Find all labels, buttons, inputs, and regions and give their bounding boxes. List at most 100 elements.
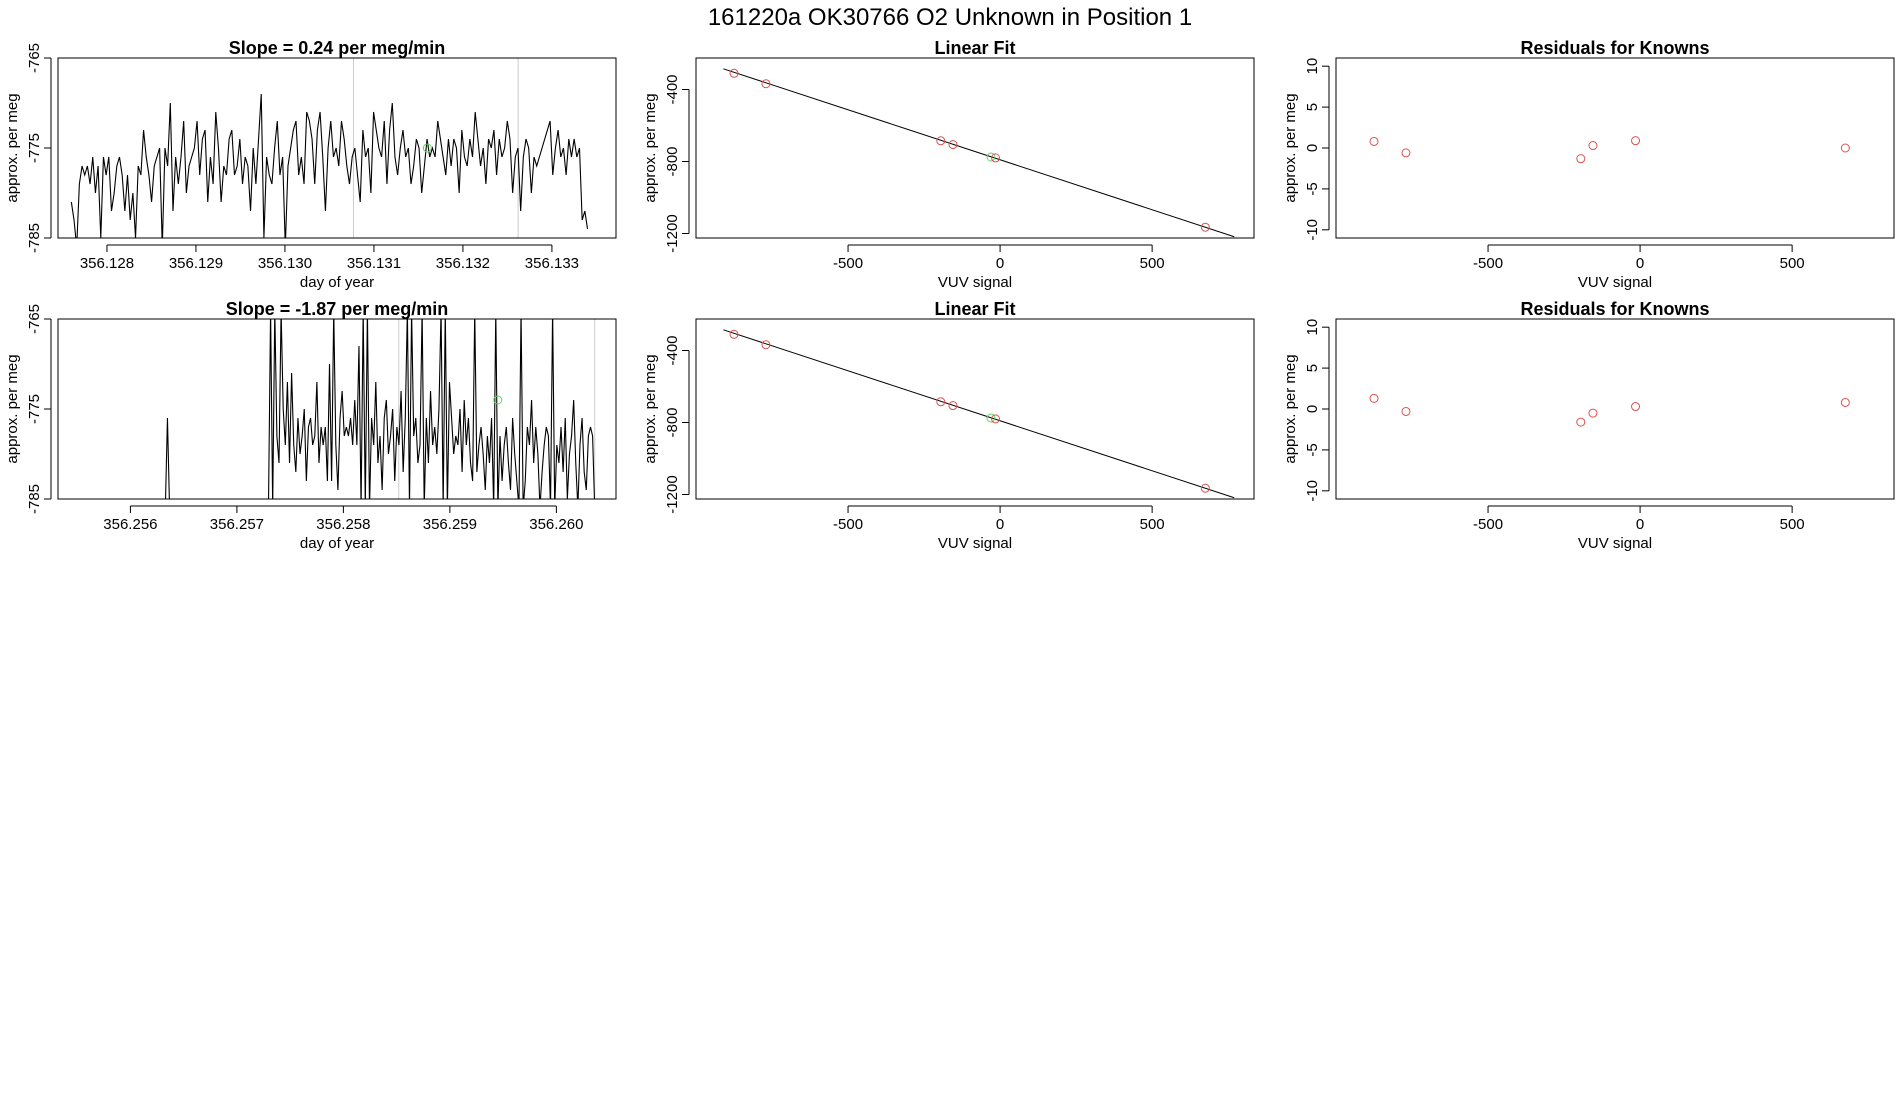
y-tick-label: -800 (664, 146, 681, 176)
known-point (1200, 483, 1210, 493)
plot-title: Residuals for Knowns (1520, 38, 1709, 58)
plot-ts2: Slope = -1.87 per meg/min 356.256 356.257 3… (4, 299, 617, 552)
plot-ts1: Slope = 0.24 per meg/min 356.128 356.129 35… (4, 38, 617, 291)
y-tick-label: 0 (1304, 405, 1321, 413)
unknown-point (986, 152, 996, 162)
x-tick-label: -500 (1473, 255, 1503, 272)
unknown-point (493, 395, 503, 405)
y-axis-label: approx. per meg (642, 93, 659, 202)
x-tick-label: 500 (1140, 516, 1165, 533)
known-point (1401, 406, 1411, 416)
y-tick-label: -800 (664, 407, 681, 437)
x-axis-label: VUV signal (1578, 274, 1652, 291)
plot-frame (1335, 57, 1895, 239)
known-point (1631, 402, 1641, 412)
x-tick-label: 356.129 (169, 255, 223, 272)
series-line (70, 93, 589, 238)
plot-res1: Residuals for Knowns -500 0 500 -10 -5 0 5 10 VUV… (1282, 38, 1895, 291)
plot-frame (695, 318, 1255, 500)
y-tick-label: -785 (26, 223, 43, 253)
series-line (165, 319, 595, 499)
unknown-point (986, 413, 996, 423)
x-tick-label: 356.260 (529, 516, 583, 533)
known-point (761, 340, 771, 350)
x-axis-label: VUV signal (1578, 535, 1652, 552)
x-tick-label: 356.256 (103, 516, 157, 533)
unknown-point (422, 143, 432, 153)
x-tick-label: 356.132 (436, 255, 490, 272)
x-tick-label: -500 (833, 516, 863, 533)
x-axis-label: day of year (300, 535, 374, 552)
page-title: 161220a OK30766 O2 Unknown in Position 1 (708, 4, 1192, 31)
plot-title: Slope = -1.87 per meg/min (226, 299, 449, 319)
y-tick-label: -10 (1304, 480, 1321, 502)
known-point (1588, 408, 1598, 418)
x-tick-label: 0 (1636, 255, 1644, 272)
x-tick-label: 356.258 (316, 516, 370, 533)
y-tick-label: 10 (1304, 319, 1321, 336)
known-point (1631, 136, 1641, 146)
y-tick-label: -775 (26, 394, 43, 424)
known-point (1840, 397, 1850, 407)
known-point (1369, 393, 1379, 403)
x-tick-label: -500 (833, 255, 863, 272)
y-tick-label: 5 (1304, 364, 1321, 372)
known-point (1576, 154, 1586, 164)
plot-fit2: Linear Fit -500 0 500 -1200 -800 -400 VUV signa… (642, 299, 1255, 552)
known-point (1840, 143, 1850, 153)
y-axis-label: approx. per meg (1282, 93, 1299, 202)
x-axis-label: VUV signal (938, 274, 1012, 291)
x-tick-label: 356.131 (347, 255, 401, 272)
y-tick-label: -765 (26, 304, 43, 334)
known-point (936, 136, 946, 146)
x-tick-label: 500 (1140, 255, 1165, 272)
y-axis-label: approx. per meg (1282, 354, 1299, 463)
y-axis-label: approx. per meg (4, 93, 21, 202)
known-point (948, 140, 958, 150)
x-axis-label: VUV signal (938, 535, 1012, 552)
fit-line (723, 68, 1235, 238)
plot-frame (57, 57, 617, 239)
plot-frame (1335, 318, 1895, 500)
y-tick-label: -400 (664, 335, 681, 365)
x-tick-label: 0 (996, 255, 1004, 272)
y-axis-label: approx. per meg (642, 354, 659, 463)
x-axis-label: day of year (300, 274, 374, 291)
plot-fit1: Linear Fit -500 0 500 -1200 -800 -400 VUV signa… (642, 38, 1255, 291)
plot-frame (57, 318, 617, 500)
x-tick-label: 356.259 (423, 516, 477, 533)
known-point (729, 68, 739, 78)
x-tick-label: 0 (1636, 516, 1644, 533)
y-tick-label: -785 (26, 484, 43, 514)
fit-line (723, 329, 1235, 499)
y-tick-label: -5 (1304, 182, 1321, 195)
x-tick-label: 500 (1780, 255, 1805, 272)
known-point (1588, 141, 1598, 151)
known-point (729, 329, 739, 339)
x-tick-label: 0 (996, 516, 1004, 533)
y-tick-label: -765 (26, 43, 43, 73)
y-tick-label: -10 (1304, 219, 1321, 241)
plot-frame (695, 57, 1255, 239)
y-tick-label: -1200 (664, 214, 681, 252)
y-tick-label: 10 (1304, 58, 1321, 75)
y-tick-label: -5 (1304, 443, 1321, 456)
plot-title: Slope = 0.24 per meg/min (229, 38, 446, 58)
plot-res2: Residuals for Knowns -500 0 500 -10 -5 0 5 10 VUV… (1282, 299, 1895, 552)
known-point (1401, 148, 1411, 158)
x-tick-label: 356.128 (80, 255, 134, 272)
y-tick-label: -400 (664, 74, 681, 104)
known-point (1200, 222, 1210, 232)
known-point (991, 414, 1001, 424)
plot-title: Linear Fit (934, 299, 1015, 319)
x-tick-label: 356.257 (210, 516, 264, 533)
known-point (948, 401, 958, 411)
known-point (761, 79, 771, 89)
x-tick-label: 356.130 (258, 255, 312, 272)
known-point (1576, 417, 1586, 427)
x-tick-label: 356.133 (525, 255, 579, 272)
x-tick-label: 500 (1780, 516, 1805, 533)
y-tick-label: -775 (26, 133, 43, 163)
known-point (936, 397, 946, 407)
